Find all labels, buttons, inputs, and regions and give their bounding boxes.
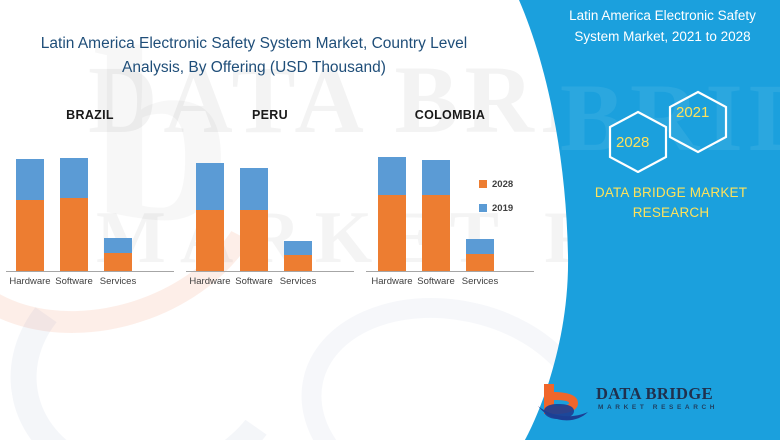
plot-area-colombia [360,140,540,272]
bar-segment-2028 [422,195,450,271]
category-label: Software [417,276,455,287]
bar-peru-hardware [196,163,224,271]
legend-item-2019: 2019 [479,202,513,214]
bar-peru-services [284,241,312,271]
plot-area-brazil [0,140,180,272]
bar-segment-2028 [196,210,224,271]
hexagon-label-2028: 2028 [616,134,650,151]
bar-segment-2019 [196,163,224,210]
chart-brazil: BRAZIL Hardware Software Services [0,100,180,300]
x-axis-colombia [366,271,534,272]
page-title: Latin America Electronic Safety System M… [40,35,468,77]
category-label: Software [55,276,93,287]
legend-item-2028: 2028 [479,178,513,190]
bar-segment-2019 [240,168,268,210]
hexagon-2028-outline [608,110,668,174]
bar-segment-2019 [422,160,450,195]
hexagon-label-2021: 2021 [676,104,710,121]
bar-peru-software [240,168,268,271]
chart-title-peru: PERU [252,108,288,122]
bar-brazil-services [104,238,132,271]
category-label: Hardware [371,276,413,287]
legend-swatch-icon [479,180,487,188]
bar-segment-2028 [60,198,88,271]
legend-label: 2028 [492,178,514,190]
logo-name: DATA BRIDGE [596,384,714,403]
bar-colombia-software [422,160,450,271]
chart-title-brazil: BRAZIL [66,108,114,122]
data-bridge-logo-mark-icon [538,384,588,421]
bar-segment-2019 [378,157,406,195]
company-logo: DATA BRIDGE MARKET RESEARCH [536,382,736,428]
legend-label: 2019 [492,202,514,214]
bar-brazil-software [60,158,88,271]
category-label: Software [235,276,273,287]
category-label: Hardware [189,276,231,287]
x-axis-peru [186,271,354,272]
category-label: Services [279,276,317,287]
category-label: Services [99,276,137,287]
bar-segment-2019 [104,238,132,253]
panel-title: Latin America Electronic Safety System M… [569,8,756,44]
category-labels-colombia: Hardware Software Services [360,276,540,292]
bar-segment-2028 [466,254,494,271]
chart-legend: 2028 2019 [479,178,513,226]
hexagon-2021-outline [668,90,728,154]
bar-segment-2028 [16,200,44,271]
bar-segment-2019 [466,239,494,254]
x-axis-brazil [6,271,174,272]
chart-colombia: COLOMBIA Hardware Software Services [360,100,540,300]
chart-peru: PERU Hardware Software Services [180,100,360,300]
bar-segment-2028 [104,253,132,271]
bar-segment-2028 [240,210,268,271]
logo-tagline: MARKET RESEARCH [598,404,719,411]
category-labels-peru: Hardware Software Services [180,276,360,292]
panel-brand-text: DATA BRIDGE MARKET RESEARCH [594,185,748,221]
bar-segment-2028 [284,255,312,271]
hexagon-group: 2021 2028 [586,88,746,174]
bar-colombia-hardware [378,157,406,271]
hexagon-shapes-icon [608,90,728,174]
bar-segment-2028 [378,195,406,271]
chart-title-colombia: COLOMBIA [414,108,486,122]
bar-colombia-services [466,239,494,271]
bar-segment-2019 [60,158,88,198]
bar-segment-2019 [16,159,44,200]
plot-area-peru [180,140,360,272]
legend-swatch-icon [479,204,487,212]
bar-brazil-hardware [16,159,44,271]
bar-segment-2019 [284,241,312,255]
category-labels-brazil: Hardware Software Services [0,276,180,292]
category-label: Services [461,276,499,287]
category-label: Hardware [9,276,51,287]
